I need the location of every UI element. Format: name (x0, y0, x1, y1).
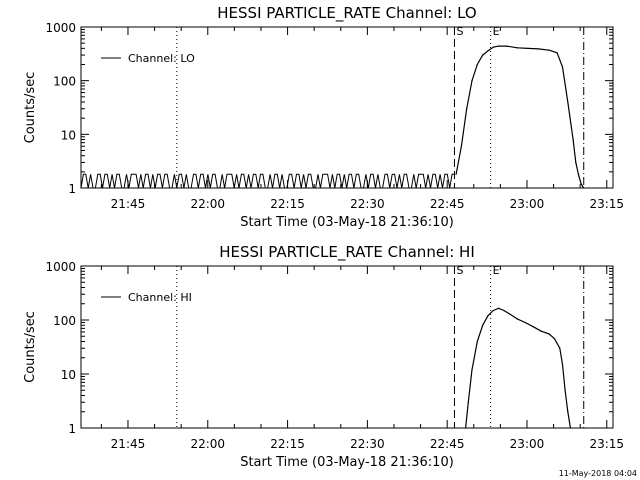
marker-label: S (456, 25, 463, 38)
legend-entry: Channel: HI (128, 291, 192, 304)
data-point (567, 101, 569, 103)
legend-entry: Channel: LO (128, 52, 195, 65)
marker-label: S (456, 264, 463, 277)
y-tick-label: 1 (68, 182, 76, 196)
data-point (465, 427, 467, 429)
data-point (482, 54, 484, 56)
data-point (561, 66, 564, 68)
x-tick-label: 21:45 (111, 197, 146, 211)
y-tick-label: 1000 (45, 260, 76, 274)
data-point (498, 307, 500, 309)
data-point (476, 63, 478, 66)
series-line (455, 45, 585, 189)
data-point (540, 330, 542, 332)
data-point (503, 309, 505, 312)
x-tick-label: 22:45 (430, 197, 465, 211)
data-point (577, 173, 580, 175)
data-point (492, 309, 494, 312)
noise-baseline (80, 173, 455, 189)
data-point (460, 145, 462, 147)
data-point (575, 161, 577, 163)
x-tick-label: 23:15 (589, 197, 624, 211)
data-point (553, 338, 556, 340)
chart-panel-hi: HESSI PARTICLE_RATE Channel: HI Start Ti… (23, 243, 624, 470)
y-tick-label: 1000 (45, 21, 76, 35)
data-point (487, 50, 489, 52)
marker-label: E (493, 25, 500, 38)
data-point (548, 49, 550, 51)
x-tick-label: 22:15 (270, 197, 305, 211)
x-tick-label: 22:00 (190, 437, 225, 451)
data-point (476, 340, 478, 343)
data-point (516, 318, 518, 320)
y-axis-label: Counts/sec (23, 311, 38, 383)
data-point (564, 389, 566, 391)
timestamp-footer: 11-May-2018 04:04 (559, 469, 637, 478)
x-axis-label: Start Time (03-May-18 21:36:10) (240, 455, 454, 470)
x-tick-label: 22:30 (350, 437, 385, 451)
x-tick-label: 22:00 (190, 197, 225, 211)
data-point (556, 52, 558, 54)
y-tick-label: 1 (68, 422, 76, 436)
data-point (498, 45, 500, 47)
data-point (583, 187, 585, 189)
data-point (508, 313, 510, 315)
data-point (569, 427, 572, 429)
data-point (467, 401, 469, 403)
series-line (465, 307, 571, 429)
chart-title: HESSI PARTICLE_RATE Channel: LO (217, 4, 476, 23)
data-point (559, 347, 561, 349)
data-point (548, 333, 550, 335)
chart-title: HESSI PARTICLE_RATE Channel: HI (219, 243, 475, 262)
data-point (471, 369, 473, 371)
y-tick-label: 10 (61, 368, 76, 382)
x-tick-label: 23:00 (510, 197, 545, 211)
data-point (492, 46, 494, 48)
data-point (482, 324, 484, 326)
plot-frame (80, 265, 614, 429)
data-point (466, 108, 468, 110)
marker-label: E (493, 264, 500, 277)
x-tick-label: 22:15 (270, 437, 305, 451)
data-point (487, 315, 489, 317)
data-point (537, 48, 540, 50)
data-point (516, 47, 518, 49)
data-point (580, 183, 582, 185)
data-point (506, 45, 508, 47)
x-tick-label: 22:45 (430, 437, 465, 451)
chart-panel-lo: HESSI PARTICLE_RATE Channel: LO Start Ti… (23, 4, 624, 230)
data-point (527, 47, 529, 49)
data-point (471, 80, 473, 82)
data-point (567, 411, 569, 413)
x-tick-label: 23:00 (510, 437, 545, 451)
x-tick-label: 21:45 (111, 437, 146, 451)
x-tick-label: 22:30 (350, 197, 385, 211)
x-axis-label: Start Time (03-May-18 21:36:10) (240, 215, 454, 230)
data-point (524, 321, 526, 324)
y-tick-label: 100 (53, 75, 76, 89)
data-point (561, 363, 564, 366)
y-tick-label: 100 (53, 314, 76, 328)
x-tick-label: 23:15 (589, 437, 624, 451)
data-point (532, 326, 534, 328)
data-point (572, 138, 574, 141)
y-tick-label: 10 (61, 128, 76, 142)
y-axis-label: Counts/sec (23, 72, 38, 144)
data-point (455, 173, 457, 175)
